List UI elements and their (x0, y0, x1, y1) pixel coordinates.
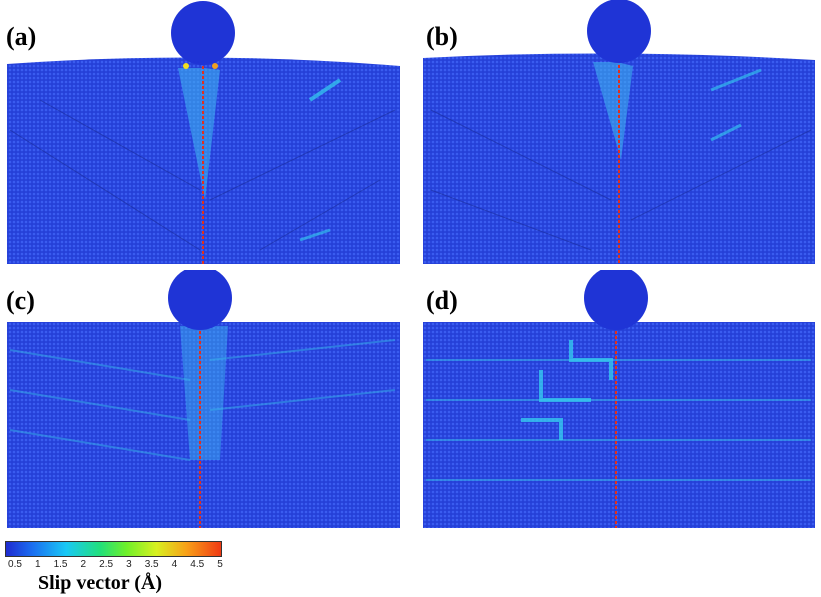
colorbar-tick-label: 2.5 (99, 559, 114, 570)
panel-label: (b) (426, 22, 458, 51)
colorbar (5, 541, 222, 557)
panel-label: (d) (426, 286, 458, 315)
colorbar-tick-label: 4.5 (190, 559, 205, 570)
indenter (587, 0, 651, 63)
panel-b: (b) (411, 0, 821, 270)
panel-a: (a) (0, 0, 410, 270)
indenter (168, 270, 232, 330)
grain-boundaries (430, 109, 812, 251)
substrate-block (423, 322, 815, 528)
colorbar-tick-label: 0.5 (8, 559, 22, 570)
colorbar-tick-label: 2 (80, 559, 87, 570)
panel-label: (a) (6, 22, 37, 51)
indenter (171, 1, 235, 65)
plastic-zone (593, 62, 633, 160)
dislocation-steps (521, 340, 613, 440)
panel-d-image (423, 270, 815, 528)
plastic-zone (180, 326, 228, 460)
slip-bands (426, 359, 811, 481)
colorbar-tick-label: 3 (126, 559, 132, 570)
panel-b-image (423, 0, 815, 264)
slip-bands (9, 339, 396, 461)
substrate-block (7, 322, 400, 528)
colorbar-tick-label: 3.5 (144, 559, 159, 570)
colorbar-tick-label: 1.5 (53, 559, 68, 570)
panel-d: (d) (411, 270, 821, 535)
colorbar-tick-label: 5 (217, 559, 223, 570)
panel-label: (c) (6, 286, 35, 315)
colorbar-ticks: 0.5 1 1.5 2 2.5 3 3.5 4 4.5 5 (3, 559, 225, 571)
colorbar-tick-label: 1 (34, 559, 41, 570)
indenter (584, 270, 648, 330)
colorbar-title: Slip vector (Å) (38, 572, 163, 594)
substrate-block (423, 53, 815, 264)
panel-c: (c) (0, 270, 410, 535)
grain-boundaries (9, 99, 396, 251)
plastic-zone (178, 68, 220, 200)
colorbar-tick-label: 4 (171, 559, 178, 570)
panel-a-image (7, 1, 400, 264)
panel-c-image (7, 270, 400, 528)
